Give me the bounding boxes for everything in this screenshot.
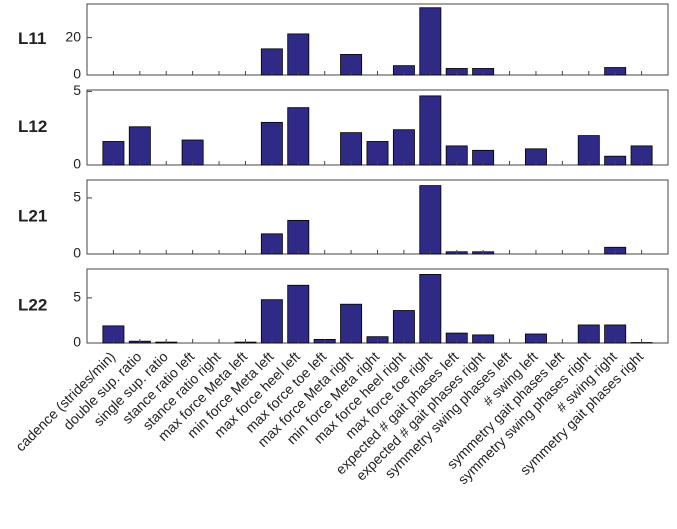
bar bbox=[420, 8, 441, 75]
bar bbox=[288, 34, 309, 75]
bar bbox=[129, 127, 150, 165]
y-tick-label: 5 bbox=[73, 289, 81, 305]
panel-title: L22 bbox=[18, 295, 47, 314]
bar bbox=[261, 300, 282, 343]
y-tick-label: 5 bbox=[73, 82, 81, 98]
panel-title: L12 bbox=[18, 117, 47, 136]
y-tick-label: 0 bbox=[73, 156, 81, 172]
y-tick-label: 20 bbox=[65, 28, 81, 44]
axes-box bbox=[87, 4, 668, 75]
bar bbox=[341, 304, 362, 343]
bar bbox=[393, 311, 414, 343]
bar bbox=[420, 274, 441, 343]
panel-title: L21 bbox=[18, 206, 47, 225]
y-tick-label: 0 bbox=[73, 66, 81, 82]
y-tick-label: 5 bbox=[73, 189, 81, 205]
bar bbox=[288, 220, 309, 254]
y-tick-label: 0 bbox=[73, 245, 81, 261]
bar bbox=[420, 186, 441, 254]
bar bbox=[341, 133, 362, 165]
axes-box bbox=[87, 180, 668, 254]
bar bbox=[578, 136, 599, 165]
bar bbox=[288, 285, 309, 343]
bar bbox=[393, 130, 414, 165]
bar bbox=[261, 122, 282, 165]
bar bbox=[420, 96, 441, 165]
bar bbox=[288, 108, 309, 165]
panel-title: L11 bbox=[18, 29, 46, 48]
y-tick-label: 0 bbox=[73, 334, 81, 350]
